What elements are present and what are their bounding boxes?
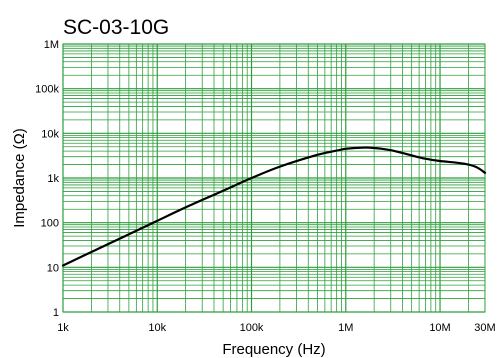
y-tick-label: 10: [47, 262, 59, 274]
impedance-curve: [61, 146, 487, 267]
x-tick-label: 1k: [57, 322, 69, 334]
plot-frame: [62, 43, 486, 313]
x-tick-label: 10M: [429, 322, 450, 334]
y-tick-label: 1: [53, 307, 59, 319]
x-tick-label: 1M: [338, 322, 353, 334]
plot-grid: [62, 43, 486, 313]
y-tick-label: 1M: [44, 39, 59, 51]
x-axis-label: Frequency (Hz): [222, 341, 325, 358]
y-axis-label: Impedance (Ω): [11, 128, 28, 228]
y-tick-label: 10k: [41, 128, 59, 140]
y-tick-label: 100: [41, 218, 59, 230]
y-axis-ticks: 1 10 100 1k 10k 100k 1M: [35, 39, 59, 319]
x-tick-label: 100k: [240, 322, 264, 334]
y-tick-label: 100k: [35, 84, 59, 96]
chart-title: SC-03-10G: [63, 16, 169, 39]
x-tick-label: 30M: [474, 322, 495, 334]
x-tick-label: 10k: [148, 322, 166, 334]
x-axis-ticks: 1k 10k 100k 1M 10M 30M: [57, 322, 496, 334]
y-tick-label: 1k: [47, 173, 59, 185]
